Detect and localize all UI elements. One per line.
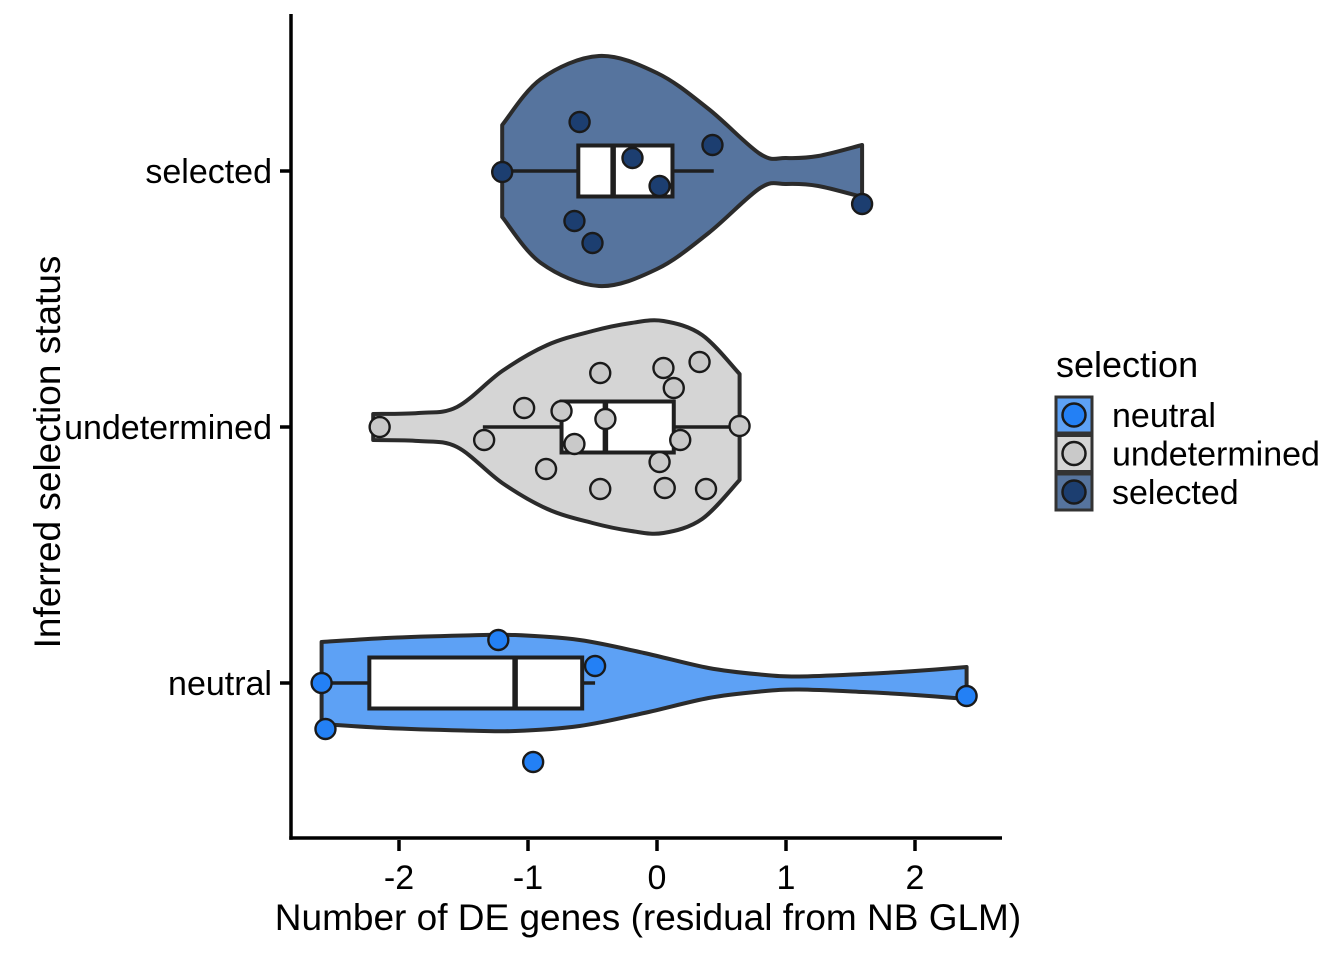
x-tick-label: 2 bbox=[906, 859, 925, 897]
data-point-neutral bbox=[310, 671, 333, 695]
legend-point-undetermined bbox=[1061, 440, 1087, 467]
data-point-selected bbox=[563, 209, 586, 233]
box-undetermined bbox=[559, 399, 676, 455]
data-point-undetermined bbox=[589, 477, 612, 501]
legend-entry-selected: selected bbox=[1054, 472, 1239, 512]
data-point-undetermined bbox=[563, 432, 586, 456]
legend-entry-neutral: neutral bbox=[1054, 395, 1216, 435]
legend-label-selected: selected bbox=[1112, 474, 1239, 512]
x-axis-title: Number of DE genes (residual from NB GLM… bbox=[275, 897, 1021, 938]
data-point-selected bbox=[568, 110, 591, 134]
x-tick-label: 0 bbox=[648, 859, 667, 897]
y-category-label-undetermined: undetermined bbox=[64, 409, 272, 447]
y-axis-title: Inferred selection status bbox=[27, 256, 68, 649]
legend-point-neutral bbox=[1061, 402, 1087, 428]
data-point-undetermined bbox=[594, 407, 617, 431]
data-point-undetermined bbox=[648, 450, 671, 474]
data-point-undetermined bbox=[669, 428, 692, 452]
data-point-undetermined bbox=[512, 396, 536, 420]
axes-layer: -2 -1 0 1 2 selected undetermined neutral bbox=[64, 14, 1002, 897]
data-point-undetermined bbox=[694, 477, 718, 501]
data-point-neutral bbox=[955, 684, 978, 708]
data-point-undetermined bbox=[589, 361, 612, 385]
data-point-undetermined bbox=[688, 350, 711, 374]
violins-layer bbox=[310, 53, 978, 774]
legend-entry-undetermined: undetermined bbox=[1054, 434, 1320, 474]
data-point-selected bbox=[621, 146, 644, 170]
legend-point-selected bbox=[1061, 479, 1087, 505]
box-neutral bbox=[367, 655, 585, 711]
data-point-neutral bbox=[487, 628, 510, 652]
legend-title: selection bbox=[1056, 344, 1198, 385]
legend-label-undetermined: undetermined bbox=[1112, 436, 1320, 474]
data-point-selected bbox=[581, 231, 604, 255]
data-point-undetermined bbox=[653, 476, 676, 500]
data-point-selected bbox=[850, 192, 874, 216]
data-point-undetermined bbox=[368, 415, 391, 439]
data-point-undetermined bbox=[652, 356, 675, 380]
y-category-label-neutral: neutral bbox=[168, 665, 272, 703]
data-point-selected bbox=[648, 174, 671, 198]
x-tick-label: -1 bbox=[513, 859, 543, 897]
data-point-selected bbox=[491, 160, 514, 184]
data-point-undetermined bbox=[472, 428, 496, 452]
data-point-undetermined bbox=[550, 399, 573, 423]
data-point-selected bbox=[701, 133, 724, 157]
data-point-neutral bbox=[521, 750, 545, 774]
y-category-label-selected: selected bbox=[145, 153, 272, 191]
data-point-undetermined bbox=[534, 457, 558, 481]
data-point-neutral bbox=[583, 654, 607, 678]
data-point-neutral bbox=[314, 717, 337, 741]
violin-group-selected bbox=[491, 53, 874, 289]
legend-label-neutral: neutral bbox=[1112, 397, 1216, 435]
data-point-undetermined bbox=[662, 376, 685, 400]
violin-group-neutral bbox=[310, 628, 978, 774]
violin-group-undetermined bbox=[368, 318, 751, 536]
data-point-undetermined bbox=[728, 414, 751, 438]
x-tick-label: -2 bbox=[384, 859, 414, 897]
x-tick-label: 1 bbox=[777, 859, 796, 897]
